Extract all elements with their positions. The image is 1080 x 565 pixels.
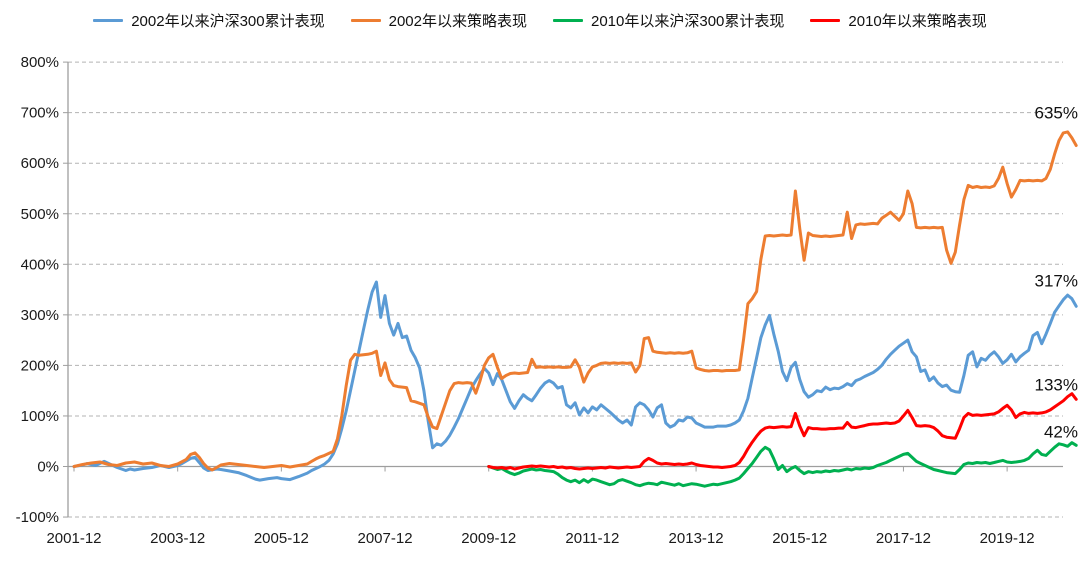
final-value-label: 42% xyxy=(1044,422,1078,441)
y-axis-label: 500% xyxy=(21,206,59,223)
x-axis-label: 2011-12 xyxy=(565,530,619,547)
final-value-label: 635% xyxy=(1035,104,1078,123)
legend-label: 2010年以来沪深300累计表现 xyxy=(591,13,785,30)
x-axis-label: 2015-12 xyxy=(772,530,827,547)
y-axis-label: 0% xyxy=(37,459,59,476)
x-axis-label: 2001-12 xyxy=(46,530,101,547)
final-value-label: 317% xyxy=(1035,271,1078,290)
y-axis-label: 800% xyxy=(21,54,59,71)
series-line-3 xyxy=(487,392,1078,471)
series-line-1 xyxy=(72,130,1078,472)
y-axis-label: 400% xyxy=(21,256,59,273)
legend-line-swatch xyxy=(810,19,841,22)
series-line-0 xyxy=(72,280,1078,482)
legend-label: 2010年以来策略表现 xyxy=(848,13,987,30)
legend-line-swatch xyxy=(93,19,124,22)
legend-item-0: 2002年以来沪深300累计表现 xyxy=(93,10,325,31)
y-axis-label: -100% xyxy=(16,509,59,526)
x-axis-label: 2017-12 xyxy=(876,530,931,547)
x-axis-label: 2005-12 xyxy=(254,530,309,547)
x-axis-label: 2009-12 xyxy=(461,530,516,547)
final-value-label: 133% xyxy=(1035,375,1078,394)
chart-legend: 2002年以来沪深300累计表现 2002年以来策略表现 2010年以来沪深300累… xyxy=(0,10,1080,31)
legend-label: 2002年以来沪深300累计表现 xyxy=(131,13,325,30)
legend-line-swatch xyxy=(350,19,381,22)
legend-line-swatch xyxy=(553,19,583,22)
series-line-2 xyxy=(487,441,1078,488)
legend-item-2: 2010年以来沪深300累计表现 xyxy=(553,10,784,31)
legend-item-1: 2002年以来策略表现 xyxy=(350,10,527,31)
y-axis-label: 200% xyxy=(21,357,59,374)
y-axis-label: 300% xyxy=(21,307,59,324)
legend-item-3: 2010年以来策略表现 xyxy=(810,10,987,31)
x-axis-label: 2007-12 xyxy=(358,530,413,547)
x-axis-label: 2013-12 xyxy=(669,530,724,547)
y-axis-label: 100% xyxy=(21,408,59,425)
legend-label: 2002年以来策略表现 xyxy=(388,13,527,30)
x-axis-label: 2019-12 xyxy=(980,530,1035,547)
y-axis-label: 600% xyxy=(21,155,59,172)
x-axis-label: 2003-12 xyxy=(150,530,205,547)
y-axis-label: 700% xyxy=(21,105,59,122)
